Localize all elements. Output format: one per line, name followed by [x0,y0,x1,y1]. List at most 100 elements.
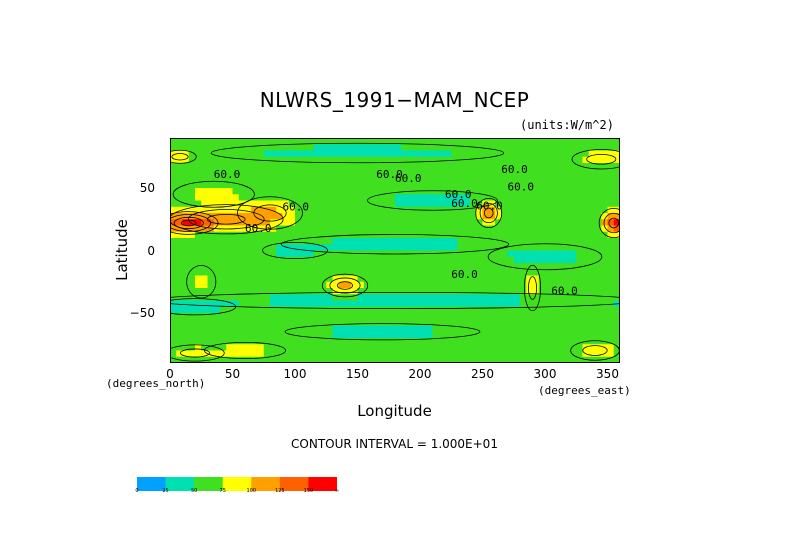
heatmap-cell [538,294,546,301]
heatmap-cell [257,350,265,358]
heatmap-cell [501,156,508,164]
heatmap-cell [301,294,308,301]
heatmap-cell [457,344,465,351]
heatmap-cell [526,206,533,214]
heatmap-cell [532,250,540,258]
heatmap-cell [426,194,433,201]
heatmap-cell [276,294,283,301]
heatmap-cell [401,356,408,363]
heatmap-cell [532,356,540,363]
heatmap-cell [513,288,521,295]
heatmap-cell [301,306,308,314]
heatmap-cell [195,269,202,276]
heatmap-cell [507,225,515,233]
heatmap-cell [526,269,533,276]
heatmap-cell [170,138,177,145]
heatmap-cell [245,150,252,158]
chart-title: NLWRS_1991−MAM_NCEP [259,88,530,112]
heatmap-cell [326,213,333,220]
heatmap-cell [557,181,565,189]
heatmap-cell [538,194,546,201]
heatmap-cell [457,356,465,363]
heatmap-cell [545,344,552,351]
heatmap-cell [432,256,440,264]
heatmap-cell [320,194,327,201]
heatmap-cell [257,231,265,239]
heatmap-cell [201,181,208,189]
heatmap-cell [313,163,321,170]
heatmap-cell [363,200,371,208]
heatmap-cell [426,225,433,233]
heatmap-cell [282,300,290,308]
heatmap-cell [457,150,465,158]
x-units-note: (degrees_east) [538,384,631,397]
heatmap-cell [195,256,202,264]
heatmap-cell [507,338,515,345]
heatmap-cell [376,313,383,320]
heatmap-cell [188,156,196,164]
heatmap-cell [532,231,540,239]
heatmap-cell [482,256,490,264]
heatmap-cell [420,306,427,314]
heatmap-cell [407,350,415,358]
heatmap-cell [207,306,215,314]
heatmap-cell [576,256,583,264]
heatmap-cell [395,150,402,158]
heatmap-cell [201,350,208,358]
heatmap-cell [345,181,352,189]
heatmap-cell [607,250,615,258]
heatmap-cell [607,194,615,201]
heatmap-cell [507,188,515,195]
heatmap-cell [270,350,277,358]
heatmap-cell [445,356,452,363]
contour-label: 60.0 [245,222,272,235]
heatmap-cell [595,169,602,176]
heatmap-cell [301,225,308,233]
heatmap-cell [238,338,246,345]
heatmap-cell [607,244,615,251]
heatmap-cell [576,138,583,145]
heatmap-cell [613,169,620,176]
heatmap-cell [538,331,546,339]
heatmap-cell [538,306,546,314]
heatmap-cell [576,181,583,189]
heatmap-cell [388,281,396,289]
heatmap-cell [507,288,515,295]
heatmap-cell [357,269,365,276]
colorbar-label: 0 [135,488,139,494]
heatmap-cell [507,350,515,358]
heatmap-cell [451,269,458,276]
heatmap-cell [382,281,390,289]
heatmap-cell [551,188,558,195]
heatmap-cell [570,213,577,220]
heatmap-cell [470,144,477,151]
heatmap-cell [257,263,265,270]
heatmap-cell [313,213,321,220]
x-tick-label: 300 [533,367,557,381]
heatmap-cell [388,163,396,170]
heatmap-cell [201,288,208,295]
heatmap-cell [307,325,315,333]
heatmap-cell [401,288,408,295]
heatmap-cell [245,206,252,214]
heatmap-cell [495,200,502,208]
heatmap-cell [326,244,333,251]
heatmap-cell [420,263,427,270]
heatmap-cell [220,325,227,333]
heatmap-cell [170,163,177,170]
heatmap-cell [545,219,552,226]
heatmap-cell [557,319,565,326]
heatmap-cell [401,175,408,183]
heatmap-cell [438,181,446,189]
heatmap-cell [463,213,471,220]
heatmap-cell [420,319,427,326]
heatmap-cell [420,213,427,220]
heatmap-cell [526,175,533,183]
heatmap-cell [226,219,233,226]
heatmap-cell [426,175,433,183]
heatmap-cell [401,200,408,208]
heatmap-cell [532,238,540,245]
heatmap-cell [570,206,577,214]
heatmap-cell [595,275,602,283]
heatmap-cell [470,156,477,164]
